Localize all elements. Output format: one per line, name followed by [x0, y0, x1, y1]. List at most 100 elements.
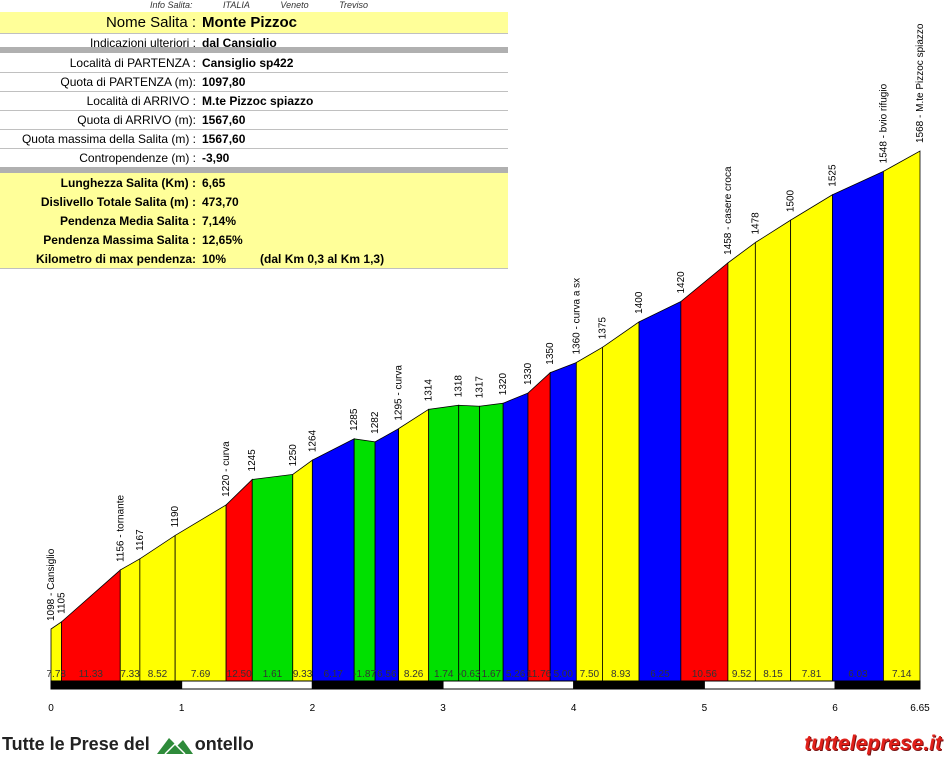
profile-segment — [61, 569, 121, 682]
lunghezza-label: Lunghezza Salita (Km) : — [60, 175, 196, 190]
dislivello-value: 473,70 — [202, 194, 239, 209]
quota-arrivo-label: Quota di ARRIVO (m): — [77, 112, 196, 127]
profile-segment — [353, 438, 376, 682]
elevation-label: 1285 — [349, 408, 360, 431]
elevation-label: 1420 — [676, 271, 687, 294]
elevation-label: 1098 - Cansiglio — [46, 548, 57, 621]
partenza-label: Località di PARTENZA : — [69, 55, 196, 70]
quota-max-value: 1567,60 — [202, 131, 246, 146]
brand-logo-right: tutteleprese.it — [804, 732, 942, 755]
elevation-label: 1282 — [370, 411, 381, 434]
elevation-label: 1500 — [786, 189, 797, 212]
elevation-label: 1525 — [827, 164, 838, 187]
grade-label: -0.63 — [458, 669, 481, 680]
info-header-label: Info Salita: — [150, 0, 193, 10]
row-dislivello: Dislivello Totale Salita (m) : 473,70 — [0, 192, 508, 212]
row-pendenza-massima: Pendenza Massima Salita : 12,65% — [0, 230, 508, 250]
profile-segment — [575, 346, 603, 682]
x-tick-label: 0 — [48, 703, 54, 714]
profile-segment — [727, 241, 756, 682]
profile-segment — [119, 558, 141, 682]
grade-label: 5.00 — [554, 669, 574, 680]
grade-label: 7.14 — [892, 669, 912, 680]
km-scale-bar — [181, 680, 313, 690]
brand-logo-left: Tutte le Prese del ontello — [2, 734, 254, 756]
km-scale-bar — [50, 680, 183, 690]
quota-arrivo-value: 1567,60 — [202, 112, 246, 127]
profile-segment — [251, 473, 294, 682]
elevation-label: 1264 — [307, 429, 318, 452]
profile-segment — [428, 404, 460, 682]
media-value: 7,14% — [202, 213, 237, 228]
elevation-label: 1375 — [597, 317, 608, 340]
profile-segment — [311, 438, 355, 682]
elevation-label: 1330 — [523, 362, 534, 385]
km-max-label: Kilometro di max pendenza: — [35, 251, 196, 266]
elevation-label: 1318 — [454, 375, 465, 398]
grade-label: 12.50 — [227, 669, 252, 680]
x-tick-label: 5 — [702, 703, 708, 714]
profile-segment — [883, 150, 921, 682]
dislivello-label: Dislivello Totale Salita (m) : — [40, 194, 196, 209]
divider — [0, 47, 508, 53]
row-nome: Nome Salita : Monte Pizzoc — [0, 12, 508, 34]
profile-segment — [638, 300, 682, 682]
quota-partenza-value: 1097,80 — [202, 74, 246, 89]
profile-segment — [680, 262, 729, 682]
profile-segment — [527, 371, 551, 682]
profile-segment — [139, 534, 176, 682]
grade-label: 7.78 — [46, 669, 66, 680]
profile-segment — [374, 427, 400, 682]
x-tick-label: 4 — [571, 703, 577, 714]
elevation-label: 1190 — [170, 505, 181, 527]
x-tick-label: 6 — [832, 703, 838, 714]
km-max-note: (dal Km 0,3 al Km 1,3) — [260, 251, 385, 266]
massima-label: Pendenza Massima Salita : — [43, 232, 196, 247]
profile-segment — [754, 219, 792, 682]
grade-label: 8.15 — [763, 669, 783, 680]
row-quota-arrivo: Quota di ARRIVO (m): 1567,60 — [0, 110, 508, 130]
grade-label: 9.33 — [293, 669, 313, 680]
profile-segment — [292, 459, 313, 682]
km-scale-bar — [703, 680, 836, 690]
km-max-value: 10% — [202, 251, 227, 266]
grade-label: 1.67 — [482, 669, 502, 680]
contro-value: -3,90 — [202, 150, 230, 165]
row-km-max: Kilometro di max pendenza: 10% (dal Km 0… — [0, 249, 508, 269]
profile-segment — [832, 170, 884, 682]
grade-label: 5.26 — [506, 669, 526, 680]
profile-segment — [225, 478, 253, 682]
km-scale-bar — [573, 680, 705, 690]
grade-label: 6.17 — [324, 669, 344, 680]
km-scale-bar — [311, 680, 444, 690]
grade-label: 6.25 — [650, 669, 670, 680]
partenza-value: Cansiglio sp422 — [202, 55, 294, 70]
elevation-label: 1458 - casere croca — [723, 166, 734, 255]
grade-label: 7.69 — [191, 669, 211, 680]
elevation-label: 1400 — [634, 291, 645, 314]
grade-label: 8.93 — [611, 669, 631, 680]
elevation-label: 1245 — [247, 449, 258, 472]
indicazioni-label: Indicazioni ulteriori : — [89, 35, 196, 50]
grade-label: 7.50 — [580, 669, 600, 680]
x-tick-label: 6.65 — [910, 703, 930, 714]
row-lunghezza: Lunghezza Salita (Km) : 6,65 — [0, 173, 508, 193]
grade-label: 10.56 — [692, 669, 717, 680]
row-arrivo: Località di ARRIVO : M.te Pizzoc spiazzo — [0, 91, 508, 111]
info-header: Info Salita: ITALIA Veneto Treviso — [150, 0, 396, 10]
grade-label: 7.81 — [802, 669, 822, 680]
elevation-label: 1220 - curva — [221, 441, 232, 497]
brand-left-text-end: ontello — [194, 734, 254, 754]
indicazioni-value: dal Cansiglio — [202, 35, 277, 50]
nome-label: Nome Salita : — [105, 14, 196, 31]
arrivo-label: Località di ARRIVO : — [86, 93, 196, 108]
elevation-label: 1360 - curva a sx — [571, 278, 582, 355]
info-header-country: ITALIA — [223, 0, 250, 10]
quota-partenza-label: Quota di PARTENZA (m): — [60, 74, 196, 89]
grade-label: 7.33 — [120, 669, 140, 680]
elevation-label: 1548 - bvio rifugio — [878, 83, 889, 163]
grade-label: 6.56 — [377, 669, 397, 680]
info-header-region: Veneto — [280, 0, 309, 10]
contro-label: Contropendenze (m) : — [79, 150, 196, 165]
